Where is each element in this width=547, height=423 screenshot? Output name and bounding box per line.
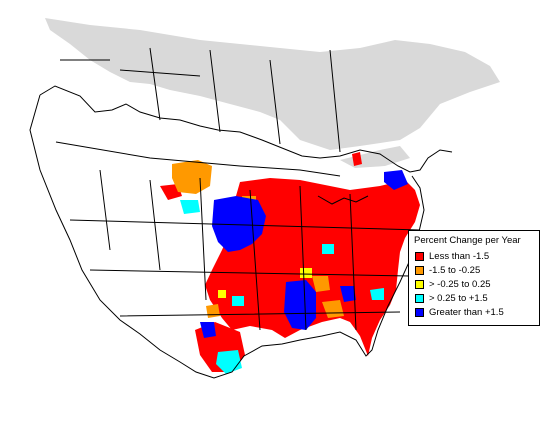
legend-label: -1.5 to -0.25 bbox=[429, 265, 481, 276]
boundary-lines bbox=[29, 47, 453, 379]
legend-label: > -0.25 to 0.25 bbox=[429, 279, 491, 290]
legend: Percent Change per Year Less than -1.5 -… bbox=[408, 230, 540, 326]
legend-label: Less than -1.5 bbox=[429, 251, 490, 262]
legend-label: > 0.25 to +1.5 bbox=[429, 293, 488, 304]
legend-swatch bbox=[415, 266, 424, 275]
outside-range-region bbox=[45, 18, 500, 168]
legend-label: Greater than +1.5 bbox=[429, 307, 504, 318]
legend-swatch bbox=[415, 294, 424, 303]
legend-swatch bbox=[415, 252, 424, 261]
legend-title: Percent Change per Year bbox=[414, 235, 521, 246]
legend-swatch bbox=[415, 308, 424, 317]
increase-region bbox=[200, 170, 408, 338]
stable-region bbox=[218, 268, 312, 298]
legend-swatch bbox=[415, 280, 424, 289]
